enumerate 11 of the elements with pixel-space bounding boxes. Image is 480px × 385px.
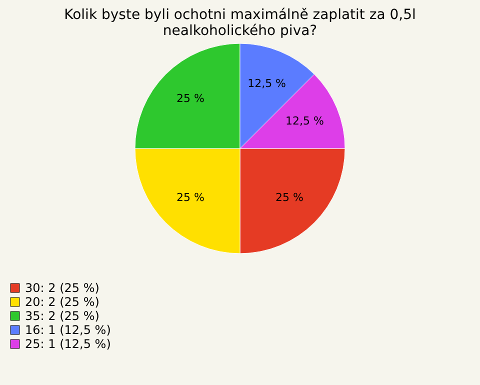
legend-label: 25: 1 (12,5 %): [25, 337, 111, 351]
legend-label: 16: 1 (12,5 %): [25, 323, 111, 337]
legend-label: 20: 2 (25 %): [25, 295, 100, 309]
data-label: 12,5 %: [285, 114, 324, 128]
chart-title: Kolik byste byli ochotni maximálně zaplatit za 0,5l nealkoholického piva?: [64, 7, 416, 39]
data-label: 25 %: [176, 190, 204, 204]
data-label: 12,5 %: [248, 76, 286, 90]
legend-label: 30: 2 (25 %): [25, 281, 100, 295]
data-label: 25 %: [276, 190, 304, 204]
legend-label: 35: 2 (25 %): [25, 309, 100, 323]
data-label: 25 %: [176, 92, 204, 106]
